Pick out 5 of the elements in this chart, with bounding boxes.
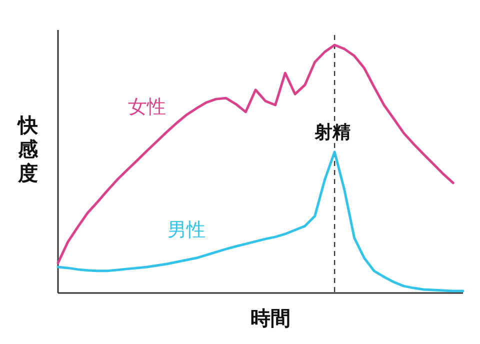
y-axis-title: 快感度 (16, 113, 39, 185)
annotation: 射精 (314, 122, 351, 143)
series-label: 男性 (167, 219, 206, 242)
series-label: 女性 (128, 96, 166, 118)
x-axis-title: 時間 (250, 306, 290, 330)
